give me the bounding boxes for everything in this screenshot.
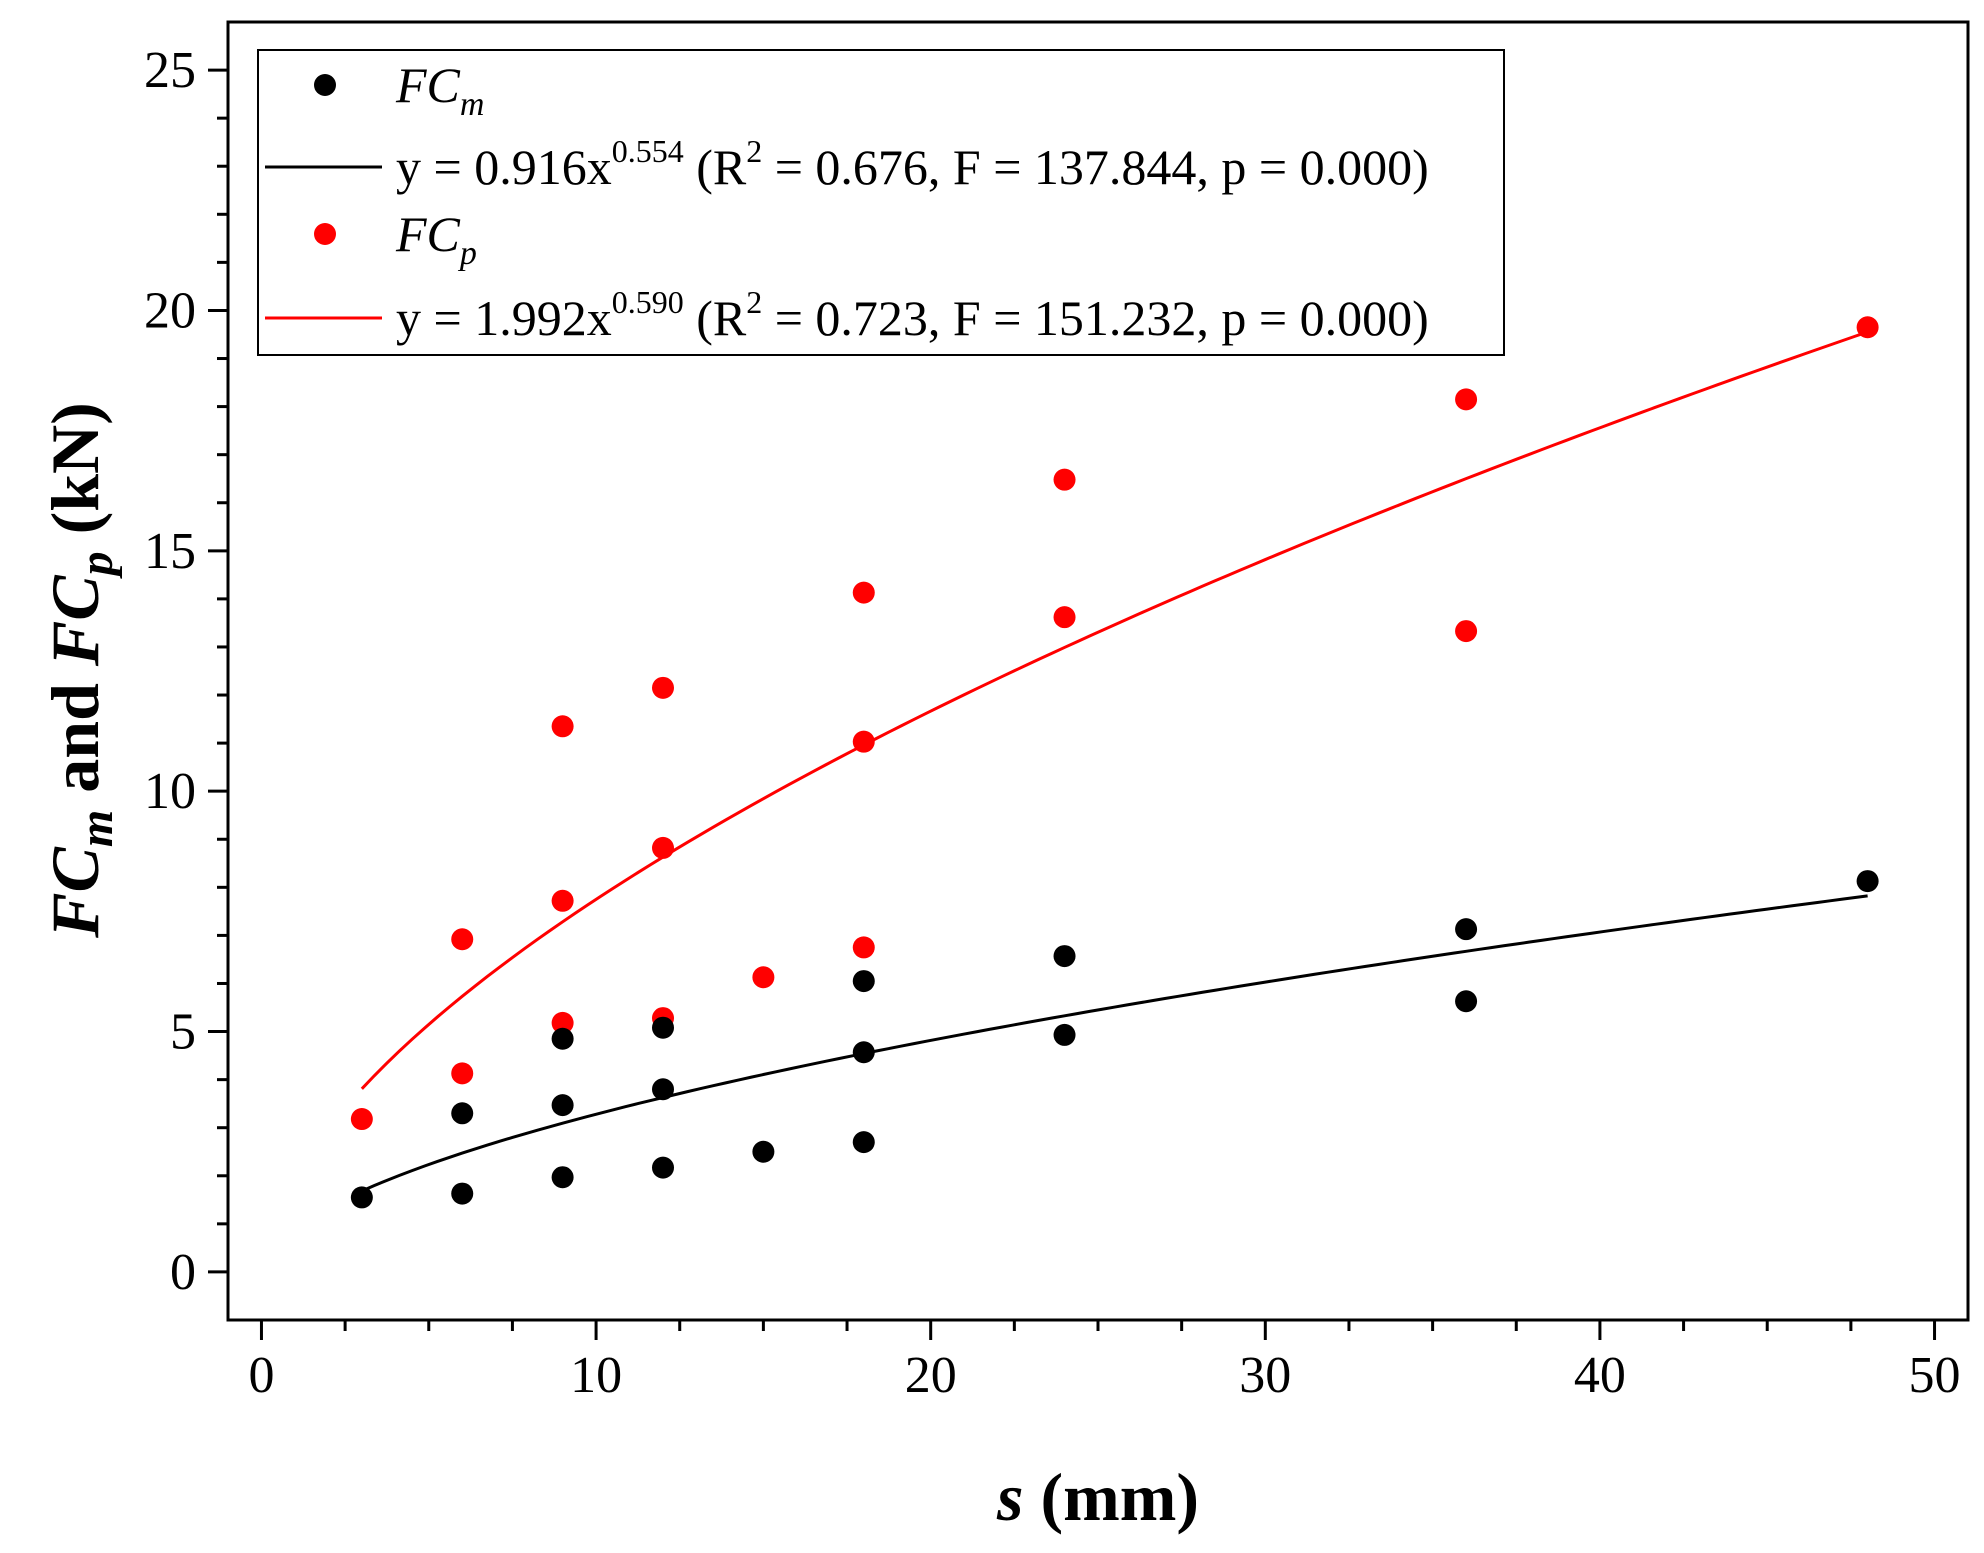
x-tick-label: 0 (248, 1347, 274, 1404)
fit-lines (360, 330, 1869, 1193)
y-axis-title: FCm and FCp (kN) (37, 402, 123, 939)
point-fcp (1455, 620, 1478, 643)
point-fcm (752, 1140, 775, 1163)
legend: FCm y = 0.916x0.554 (R2 = 0.676, F = 137… (257, 49, 1505, 356)
point-fcm (551, 1166, 574, 1189)
point-fcm (652, 1078, 674, 1101)
point-fcm (551, 1094, 574, 1117)
x-tick-label: 10 (570, 1347, 622, 1404)
point-fcp (852, 936, 875, 959)
point-fcm (1856, 870, 1879, 893)
point-fcm (1053, 1023, 1076, 1046)
legend-label-fcm-fit: y = 0.916x0.554 (R2 = 0.676, F = 137.844… (396, 133, 1429, 195)
legend-label-fcp-fit: y = 1.992x0.590 (R2 = 0.723, F = 151.232… (396, 284, 1429, 346)
y-tick-label: 15 (144, 523, 196, 580)
point-fcm (451, 1182, 474, 1205)
point-fcm (1053, 945, 1076, 968)
y-tick-label: 10 (144, 763, 196, 820)
point-fcp (752, 966, 775, 989)
y-tick-label: 0 (170, 1244, 196, 1301)
point-fcp (852, 730, 875, 753)
legend-marker-fcp (314, 223, 336, 245)
legend-box (257, 49, 1505, 356)
point-fcm (350, 1186, 373, 1209)
fit-line-fcp (360, 330, 1869, 1090)
x-tick-label: 50 (1909, 1347, 1961, 1404)
legend-label-fcm: FCm (395, 57, 484, 123)
fit-line-fcm (361, 894, 1868, 1193)
point-fcm (852, 970, 875, 993)
point-fcm (1455, 918, 1478, 941)
point-fcp (1856, 316, 1879, 339)
x-axis-title: s (mm) (996, 1459, 1199, 1535)
point-fcm (451, 1102, 474, 1125)
point-fcp (1455, 388, 1478, 411)
point-fcm (652, 1016, 674, 1039)
y-tick-label: 25 (144, 42, 196, 99)
point-fcp (652, 836, 674, 859)
x-axis-ticks (259, 1320, 1937, 1340)
point-fcm (652, 1156, 674, 1179)
point-fcp (350, 1108, 373, 1131)
point-fcp (451, 1062, 474, 1085)
legend-marker-fcm (314, 74, 336, 96)
y-tick-label: 20 (144, 282, 196, 339)
x-tick-label: 20 (905, 1347, 957, 1404)
y-axis-tick-labels: 0 5 10 15 20 25 (144, 42, 196, 1301)
point-fcp (551, 715, 574, 738)
point-fcp (1053, 606, 1076, 629)
point-fcp (551, 889, 574, 912)
x-axis-tick-labels: 0 10 20 30 40 50 (248, 1347, 1960, 1404)
legend-label-fcp: FCp (395, 206, 477, 272)
point-fcp (852, 581, 875, 604)
y-tick-label: 5 (170, 1004, 196, 1061)
point-fcm (1455, 990, 1478, 1013)
point-fcm (551, 1027, 574, 1050)
data-points (350, 316, 1879, 1209)
point-fcp (1053, 468, 1076, 491)
point-fcm (852, 1131, 875, 1154)
point-fcp (551, 1011, 574, 1034)
point-fcm (852, 1041, 875, 1064)
y-axis-ticks (208, 68, 228, 1274)
point-fcp (451, 928, 474, 951)
point-fcp (652, 676, 674, 699)
x-tick-label: 30 (1239, 1347, 1291, 1404)
x-tick-label: 40 (1574, 1347, 1626, 1404)
